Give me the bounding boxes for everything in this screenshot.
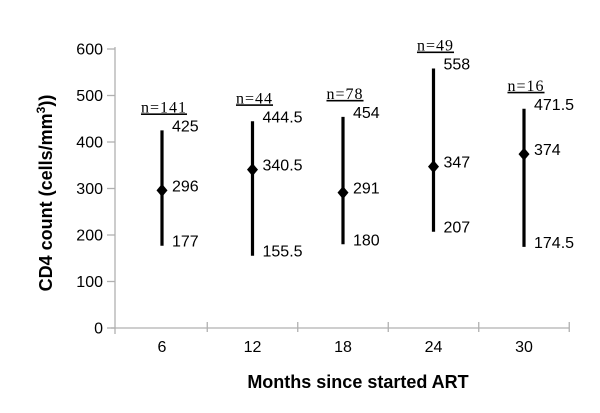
median-marker: [247, 163, 258, 177]
y-tick-label: 600: [76, 42, 103, 59]
y-tick-label: 200: [76, 228, 103, 245]
y-axis-title-suffix: )): [36, 94, 56, 107]
min-value-label: 180: [353, 232, 380, 249]
y-tick-label: 500: [76, 88, 103, 105]
n-count-label: n=49: [417, 38, 454, 55]
n-count-label: n=141: [141, 99, 187, 116]
n-count-label: n=44: [236, 90, 273, 107]
max-value-label: 454: [353, 105, 380, 122]
x-category-label: 24: [425, 339, 443, 356]
x-category-label: 12: [244, 339, 262, 356]
median-marker: [156, 183, 168, 197]
max-value-label: 471.5: [534, 97, 574, 114]
median-value-label: 374: [534, 142, 561, 159]
y-axis-title-superscript: 3: [34, 106, 48, 114]
y-tick-label: 400: [76, 135, 103, 152]
min-value-label: 155.5: [263, 244, 303, 261]
x-category-label: 30: [515, 339, 533, 356]
median-marker: [428, 160, 439, 174]
min-value-label: 174.5: [534, 235, 574, 252]
median-value-label: 296: [172, 178, 199, 195]
max-value-label: 444.5: [263, 109, 303, 126]
min-value-label: 207: [444, 220, 471, 237]
x-category-label: 6: [158, 339, 167, 356]
y-tick-label: 300: [76, 181, 103, 198]
median-value-label: 347: [444, 155, 471, 172]
y-tick-label: 0: [94, 321, 103, 338]
min-value-label: 177: [172, 234, 199, 251]
median-marker: [518, 147, 530, 161]
median-value-label: 340.5: [263, 158, 303, 175]
x-category-label: 18: [334, 339, 352, 356]
median-marker: [337, 186, 349, 200]
x-axis-title: Months since started ART: [247, 372, 469, 392]
n-count-label: n=16: [507, 78, 544, 95]
n-count-label: n=78: [326, 86, 363, 103]
median-value-label: 291: [353, 181, 380, 198]
y-axis-title: CD4 count (cells/mm3)): [33, 61, 59, 325]
max-value-label: 425: [172, 118, 199, 135]
y-tick-label: 100: [76, 274, 103, 291]
max-value-label: 558: [444, 57, 471, 74]
y-axis-title-text: CD4 count (cells/mm: [36, 113, 56, 292]
